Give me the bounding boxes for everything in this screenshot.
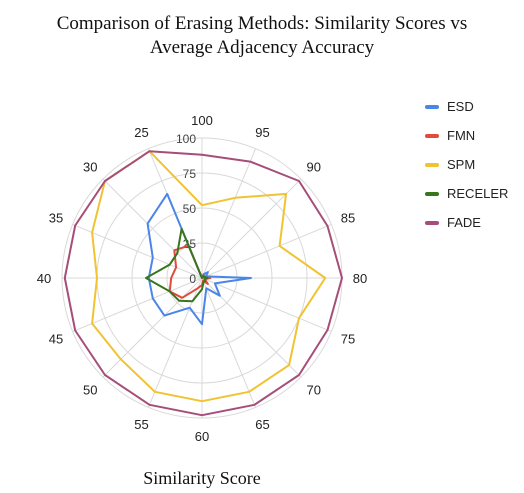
series-line-spm [91, 150, 327, 403]
category-label-85: 85 [341, 211, 355, 226]
category-label-70: 70 [306, 383, 320, 398]
series-line-esd [146, 192, 252, 326]
grid-spoke-70 [201, 277, 302, 378]
radial-tick-label: 50 [183, 202, 197, 216]
category-label-80: 80 [353, 271, 367, 286]
legend-swatch [425, 220, 439, 225]
category-label-65: 65 [255, 417, 269, 432]
category-label-75: 75 [341, 331, 355, 346]
grid-spoke-90 [201, 178, 302, 279]
legend-swatch [425, 162, 439, 167]
grid-spoke-65 [201, 277, 257, 408]
grid-spoke-75 [201, 277, 332, 333]
grid-spoke-50 [102, 277, 203, 378]
legend-label: FADE [447, 215, 481, 230]
chart-title-line-1: Comparison of Erasing Methods: Similarit… [56, 13, 468, 34]
legend-item-esd: ESD [425, 92, 524, 121]
category-label-100: 100 [191, 113, 213, 128]
category-label-95: 95 [255, 125, 269, 140]
series-line-receler [145, 227, 209, 303]
category-label-40: 40 [37, 271, 51, 286]
grid-spoke-45 [72, 277, 203, 333]
category-label-35: 35 [49, 211, 63, 226]
grid-spoke-30 [102, 178, 203, 279]
radial-tick-label: 100 [176, 132, 196, 146]
chart-title-line-2: Average Adjacency Accuracy [149, 37, 375, 58]
legend-item-receler: RECELER [425, 179, 524, 208]
legend-swatch [425, 104, 439, 109]
category-label-45: 45 [49, 331, 63, 346]
radial-tick-label: 75 [183, 167, 197, 181]
grid-spoke-95 [201, 148, 257, 279]
legend-label: ESD [447, 99, 474, 114]
category-label-50: 50 [83, 383, 97, 398]
chart-title: Comparison of Erasing Methods: Similarit… [0, 12, 524, 60]
legend-item-fmn: FMN [425, 121, 524, 150]
legend-swatch [425, 191, 439, 196]
legend: ESD FMN SPM RECELER FADE [425, 92, 524, 237]
grid-spoke-85 [201, 223, 332, 279]
grid-spoke-35 [72, 223, 203, 279]
legend-label: RECELER [447, 186, 509, 201]
legend-label: SPM [447, 157, 476, 172]
category-label-25: 25 [134, 125, 148, 140]
category-label-30: 30 [83, 159, 97, 174]
legend-swatch [425, 133, 439, 138]
legend-item-spm: SPM [425, 150, 524, 179]
x-axis-label: Similarity Score [143, 468, 261, 488]
category-label-55: 55 [134, 417, 148, 432]
category-label-90: 90 [306, 159, 320, 174]
legend-item-fade: FADE [425, 208, 524, 237]
radial-tick-label: 0 [189, 272, 196, 286]
series-line-fade [63, 150, 343, 417]
category-label-60: 60 [195, 429, 209, 444]
legend-label: FMN [447, 128, 476, 143]
